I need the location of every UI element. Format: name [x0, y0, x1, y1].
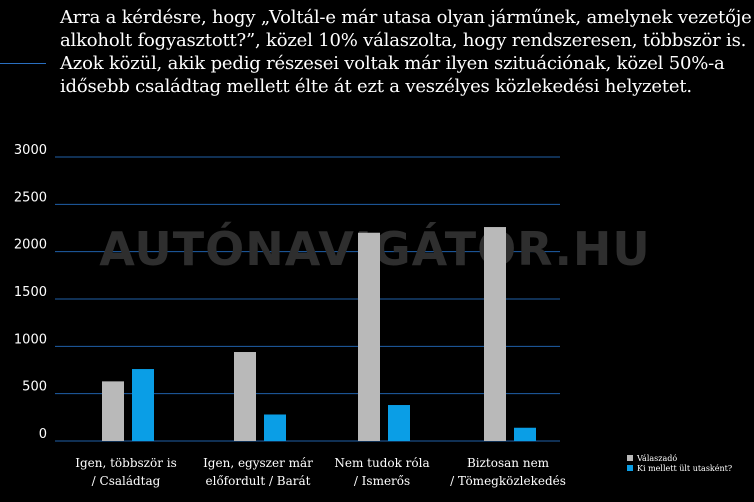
category-label-1-line-1: Igen, többször is — [75, 456, 177, 470]
decorative-line — [0, 63, 46, 64]
heading-line-2: alkoholt fogyasztott?”, közel 10% válasz… — [60, 30, 747, 51]
y-tick-label-2500: 2500 — [14, 190, 47, 205]
y-tick-label-0: 0 — [39, 427, 47, 442]
category-label-2-line-2: előfordult / Barát — [206, 474, 311, 488]
bar-series1-cat1 — [102, 381, 124, 441]
bars — [102, 227, 536, 441]
x-axis-labels: Igen, többször is / Családtag Igen, egysze… — [75, 456, 566, 488]
category-label-3-line-2: / Ismerős — [354, 474, 410, 488]
y-tick-label-500: 500 — [22, 380, 47, 395]
category-label-1-line-2: / Családtag — [92, 474, 161, 488]
bar-series2-cat4 — [514, 427, 536, 441]
bar-series1-cat2 — [234, 352, 256, 441]
bar-series2-cat1 — [132, 369, 154, 441]
chart-heading: Arra a kérdésre, hogy „Voltál-e már utas… — [60, 6, 752, 98]
y-tick-label-2000: 2000 — [14, 238, 47, 253]
legend-swatch-1 — [627, 455, 633, 461]
heading-line-4: idősebb családtag mellett élte át ezt a … — [60, 76, 692, 97]
gridlines — [55, 156, 560, 442]
y-axis-ticks: 0 500 1000 1500 2000 2500 3000 — [14, 143, 47, 442]
category-label-4-line-2: / Tömegközlekedés — [450, 474, 566, 488]
bar-series2-cat2 — [264, 414, 286, 441]
legend-label-2: Ki mellett ült utasként? — [637, 464, 732, 473]
legend-swatch-2 — [627, 465, 633, 471]
bar-series1-cat4 — [484, 227, 506, 441]
category-label-4-line-1: Biztosan nem — [467, 456, 550, 470]
category-label-3-line-1: Nem tudok róla — [334, 456, 429, 470]
y-tick-label-1500: 1500 — [14, 285, 47, 300]
legend-label-1: Válaszadó — [636, 454, 677, 463]
bar-series1-cat3 — [358, 232, 380, 441]
category-label-2-line-1: Igen, egyszer már — [203, 456, 313, 470]
heading-line-1: Arra a kérdésre, hogy „Voltál-e már utas… — [60, 7, 752, 28]
bar-series2-cat3 — [388, 405, 410, 441]
y-tick-label-1000: 1000 — [14, 332, 47, 347]
y-tick-label-3000: 3000 — [14, 143, 47, 158]
heading-line-3: Azok közül, akik pedig részesei voltak m… — [60, 53, 725, 74]
